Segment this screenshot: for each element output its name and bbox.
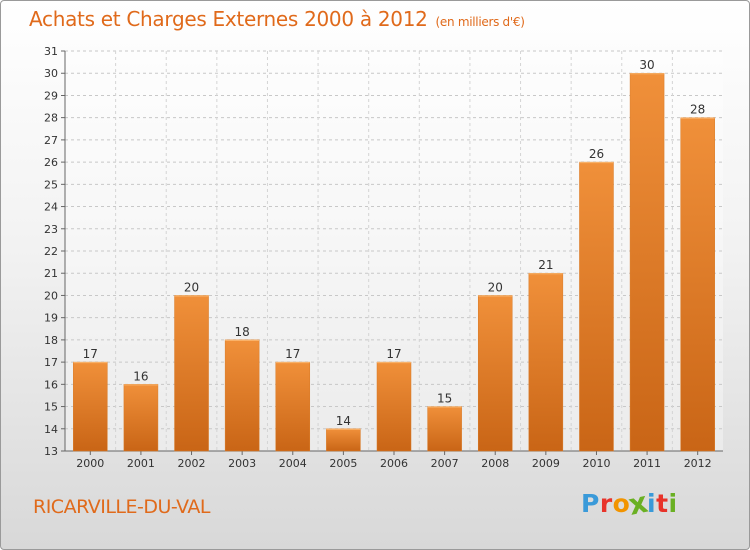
x-tick-label: 2005 (329, 457, 357, 470)
y-tick-label: 16 (44, 378, 58, 391)
value-label-2009: 21 (538, 258, 553, 272)
y-tick-label: 18 (44, 334, 58, 347)
x-tick-label: 2002 (178, 457, 206, 470)
y-tick-label: 19 (44, 312, 58, 325)
x-tick-label: 2003 (228, 457, 256, 470)
y-tick-label: 31 (44, 45, 58, 58)
bar-layer (73, 72, 715, 452)
y-tick-label: 30 (44, 67, 58, 80)
y-tick-label: 28 (44, 112, 58, 125)
chart-subtitle: (en milliers d'€) (435, 15, 525, 29)
bar-2008 (477, 295, 513, 452)
logo-letter: i (647, 489, 657, 518)
logo-letter: i (668, 489, 678, 518)
x-tick-label: 2006 (380, 457, 408, 470)
value-label-2005: 14 (336, 414, 351, 428)
logo-letter: t (656, 489, 669, 518)
value-label-2003: 18 (235, 325, 250, 339)
y-tick-label: 25 (44, 178, 58, 191)
value-label-2004: 17 (285, 347, 300, 361)
value-label-2012: 28 (690, 103, 705, 117)
value-label-2011: 30 (639, 58, 654, 72)
value-label-2001: 16 (133, 369, 148, 383)
y-tick-label: 13 (44, 445, 58, 458)
logo-letter: o (612, 489, 631, 518)
bar-2002 (174, 295, 209, 452)
value-label-2008: 20 (488, 280, 503, 294)
bar-2011 (629, 72, 665, 452)
y-tick-label: 15 (44, 401, 58, 414)
x-tick-label: 2010 (582, 457, 610, 470)
bar-2005 (326, 428, 361, 452)
y-tick-label: 14 (44, 423, 58, 436)
x-tick-label: 2000 (76, 457, 104, 470)
y-tick-label: 26 (44, 156, 58, 169)
value-label-2007: 15 (437, 392, 452, 406)
x-tick-label: 2008 (481, 457, 509, 470)
x-tick-label: 2007 (431, 457, 459, 470)
value-label-2006: 17 (386, 347, 401, 361)
town-name: RICARVILLE-DU-VAL (33, 496, 211, 518)
value-label-2010: 26 (589, 147, 604, 161)
y-tick-label: 22 (44, 245, 58, 258)
bar-2004 (275, 361, 311, 452)
y-tick-label: 24 (44, 201, 58, 214)
y-tick-label: 23 (44, 223, 58, 236)
logo-letter: r (599, 489, 613, 518)
value-label-2000: 17 (83, 347, 98, 361)
y-tick-label: 17 (44, 356, 58, 369)
y-tick-label: 27 (44, 134, 58, 147)
bar-2003 (224, 339, 260, 452)
x-tick-label: 2009 (532, 457, 560, 470)
x-tick-label: 2001 (127, 457, 155, 470)
logo-letter: P (581, 489, 600, 518)
bar-2000 (73, 361, 108, 452)
y-tick-label: 29 (44, 89, 58, 102)
bar-2006 (376, 361, 412, 452)
x-tick-label: 2012 (684, 457, 712, 470)
bar-2001 (123, 384, 159, 452)
value-label-2002: 20 (184, 280, 199, 294)
x-tick-label: 2004 (279, 457, 307, 470)
y-tick-label: 21 (44, 267, 58, 280)
x-tick-label: 2011 (633, 457, 661, 470)
chart-title: Achats et Charges Externes 2000 à 2012 (e… (29, 7, 525, 31)
bar-2012 (680, 117, 715, 452)
label-layer: 17 2000 16 2001 20 2002 18 2003 17 2004 14 2005 17 20… (76, 58, 711, 470)
brand-logo: Proxiti (581, 485, 678, 522)
chart-title-text: Achats et Charges Externes 2000 à 2012 (29, 7, 428, 31)
bar-2009 (528, 272, 564, 452)
bar-2007 (427, 406, 462, 452)
bar-2010 (579, 161, 614, 452)
y-tick-label: 20 (44, 289, 58, 302)
